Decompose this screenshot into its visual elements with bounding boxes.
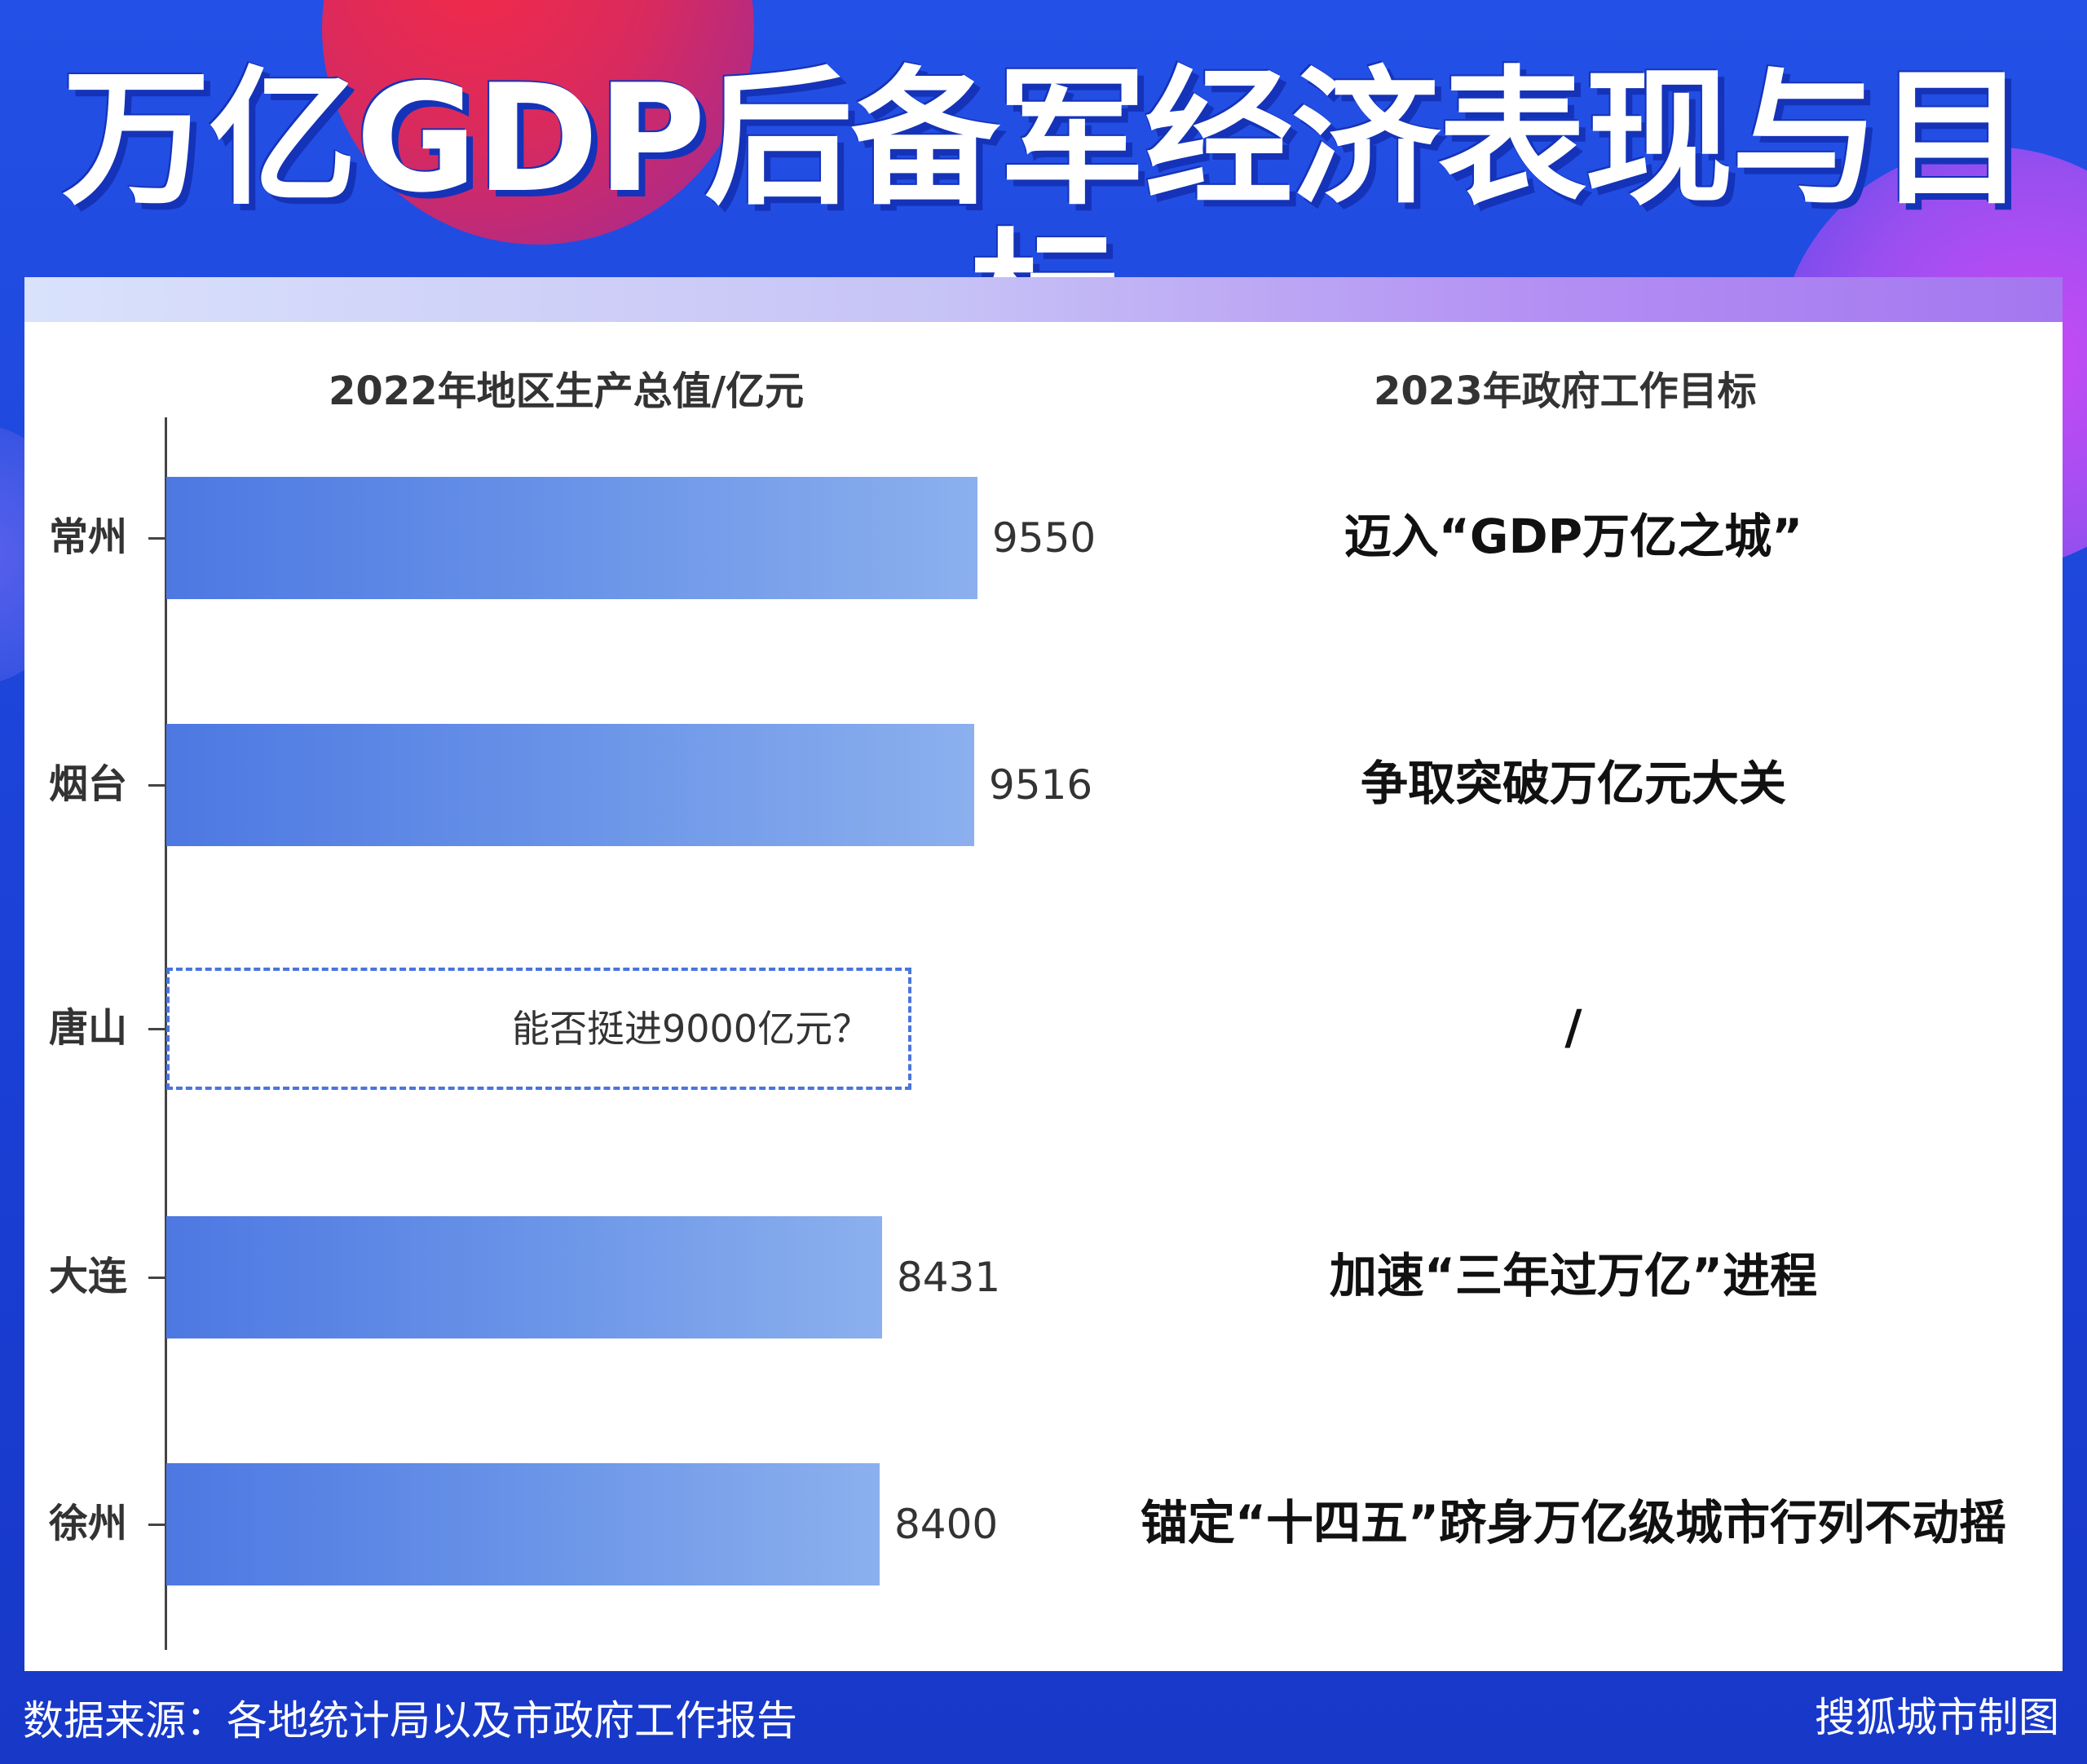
- goal-column-header: 2023年政府工作目标: [1374, 368, 1757, 414]
- bar-value-label: 8400: [894, 1501, 999, 1548]
- bar-row: 大连 8431 加速“三年过万亿”进程: [0, 1216, 2087, 1338]
- y-axis-tick: [148, 784, 166, 787]
- y-axis-tick: [148, 1277, 166, 1279]
- goal-text: /: [1564, 999, 1582, 1055]
- y-axis-tick: [148, 1524, 166, 1526]
- category-label: 烟台: [49, 761, 128, 807]
- goal-text: 加速“三年过万亿”进程: [1329, 1248, 1818, 1303]
- goal-text: 迈入“GDP万亿之城”: [1344, 509, 1803, 564]
- goal-text: 争取突破万亿元大关: [1360, 756, 1786, 811]
- category-label: 常州: [49, 514, 128, 560]
- bar: [166, 724, 974, 846]
- bar-value-label: 9516: [989, 761, 1093, 809]
- goal-text: 锚定“十四五”跻身万亿级城市行列不动摇: [1140, 1495, 2007, 1550]
- bar: [166, 477, 977, 599]
- placeholder-bar: [166, 968, 911, 1090]
- bar-value-label: 9550: [992, 514, 1096, 562]
- category-label: 徐州: [49, 1501, 128, 1546]
- category-label: 大连: [49, 1254, 128, 1299]
- panel-gradient-band: [24, 277, 2063, 322]
- chart-credit: 搜狐城市制图: [1815, 1694, 2059, 1741]
- bar-row: 唐山 能否挺进9000亿元？ /: [0, 968, 2087, 1090]
- x-axis-label: 2022年地区生产总值/亿元: [329, 368, 805, 414]
- data-source: 数据来源：各地统计局以及市政府工作报告: [23, 1697, 797, 1744]
- y-axis-line: [165, 417, 167, 1650]
- placeholder-note: 能否挺进9000亿元？: [512, 1007, 871, 1051]
- bar-row: 常州 9550 迈入“GDP万亿之城”: [0, 477, 2087, 599]
- y-axis-tick: [148, 1028, 166, 1030]
- bar-value-label: 8431: [897, 1254, 1001, 1301]
- bar: [166, 1216, 882, 1338]
- bar-row: 徐州 8400 锚定“十四五”跻身万亿级城市行列不动摇: [0, 1463, 2087, 1585]
- y-axis-tick: [148, 537, 166, 540]
- bar: [166, 1463, 880, 1585]
- category-label: 唐山: [49, 1005, 128, 1051]
- bar-row: 烟台 9516 争取突破万亿元大关: [0, 724, 2087, 846]
